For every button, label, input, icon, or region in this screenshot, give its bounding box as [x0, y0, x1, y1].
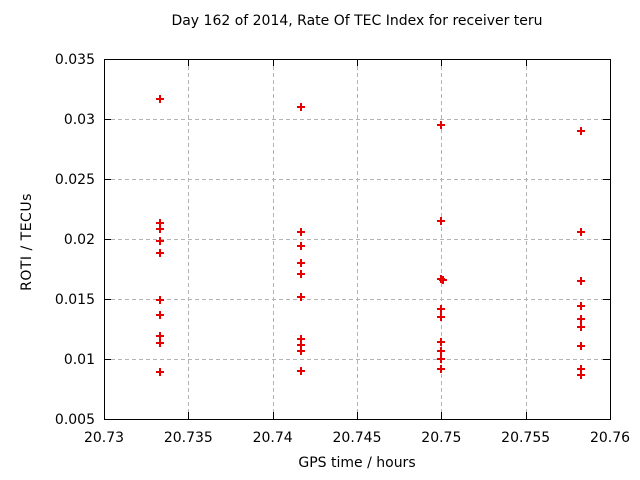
chart-title: Day 162 of 2014, Rate Of TEC Index for r… [171, 13, 543, 29]
svg-text:20.755: 20.755 [501, 430, 550, 446]
data-point-marker [437, 355, 445, 363]
svg-text:20.73: 20.73 [84, 430, 124, 446]
svg-text:20.745: 20.745 [333, 430, 382, 446]
svg-text:0.015: 0.015 [55, 292, 95, 308]
data-point-marker [156, 296, 164, 304]
data-point-marker [297, 228, 305, 236]
data-point-marker [437, 313, 445, 321]
data-point-marker [437, 121, 445, 129]
axes-layer [104, 59, 611, 420]
data-point-marker [156, 311, 164, 319]
svg-text:0.01: 0.01 [64, 352, 95, 368]
data-point-marker [437, 347, 445, 355]
data-point-marker [577, 315, 585, 323]
tick-labels-layer: 20.73 20.735 20.74 20.745 20.75 20.755 20.76 0.… [55, 52, 630, 446]
data-point-marker [577, 371, 585, 379]
data-point-marker [577, 323, 585, 331]
data-point-marker [297, 347, 305, 355]
data-point-marker [156, 95, 164, 103]
data-points-layer [156, 95, 585, 379]
data-point-marker [297, 293, 305, 301]
grid-layer [104, 59, 610, 419]
data-point-marker [156, 332, 164, 340]
svg-text:20.76: 20.76 [590, 430, 630, 446]
svg-text:0.035: 0.035 [55, 52, 95, 68]
svg-text:0.03: 0.03 [64, 112, 95, 128]
data-point-marker [577, 277, 585, 285]
data-point-marker [577, 127, 585, 135]
svg-text:0.02: 0.02 [64, 232, 95, 248]
data-point-marker [297, 270, 305, 278]
data-point-marker [156, 249, 164, 257]
data-point-marker [297, 103, 305, 111]
data-point-marker [297, 259, 305, 267]
data-point-marker [437, 338, 445, 346]
data-point-marker [577, 342, 585, 350]
data-point-marker [577, 302, 585, 310]
data-point-marker [439, 276, 447, 284]
data-point-marker [297, 242, 305, 250]
data-point-marker [156, 225, 164, 233]
data-point-marker [577, 228, 585, 236]
svg-text:20.735: 20.735 [164, 430, 213, 446]
data-point-marker [437, 217, 445, 225]
data-point-marker [156, 237, 164, 245]
svg-text:20.75: 20.75 [421, 430, 461, 446]
data-point-marker [297, 367, 305, 375]
data-point-marker [437, 365, 445, 373]
data-point-marker [437, 305, 445, 313]
data-point-marker [156, 368, 164, 376]
svg-text:0.025: 0.025 [55, 172, 95, 188]
svg-text:0.005: 0.005 [55, 412, 95, 428]
svg-text:20.74: 20.74 [253, 430, 293, 446]
x-axis-label: GPS time / hours [298, 455, 416, 471]
data-point-marker [156, 339, 164, 347]
